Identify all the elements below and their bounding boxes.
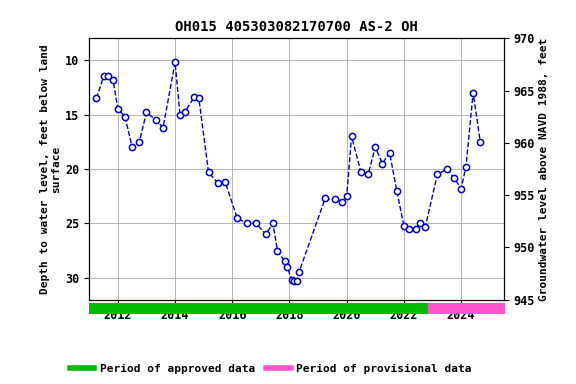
Y-axis label: Depth to water level, feet below land
surface: Depth to water level, feet below land su… xyxy=(40,44,61,294)
Title: OH015 405303082170700 AS-2 OH: OH015 405303082170700 AS-2 OH xyxy=(175,20,418,35)
Y-axis label: Groundwater level above NAVD 1988, feet: Groundwater level above NAVD 1988, feet xyxy=(539,37,550,301)
Legend: Period of approved data, Period of provisional data: Period of approved data, Period of provi… xyxy=(65,359,476,379)
